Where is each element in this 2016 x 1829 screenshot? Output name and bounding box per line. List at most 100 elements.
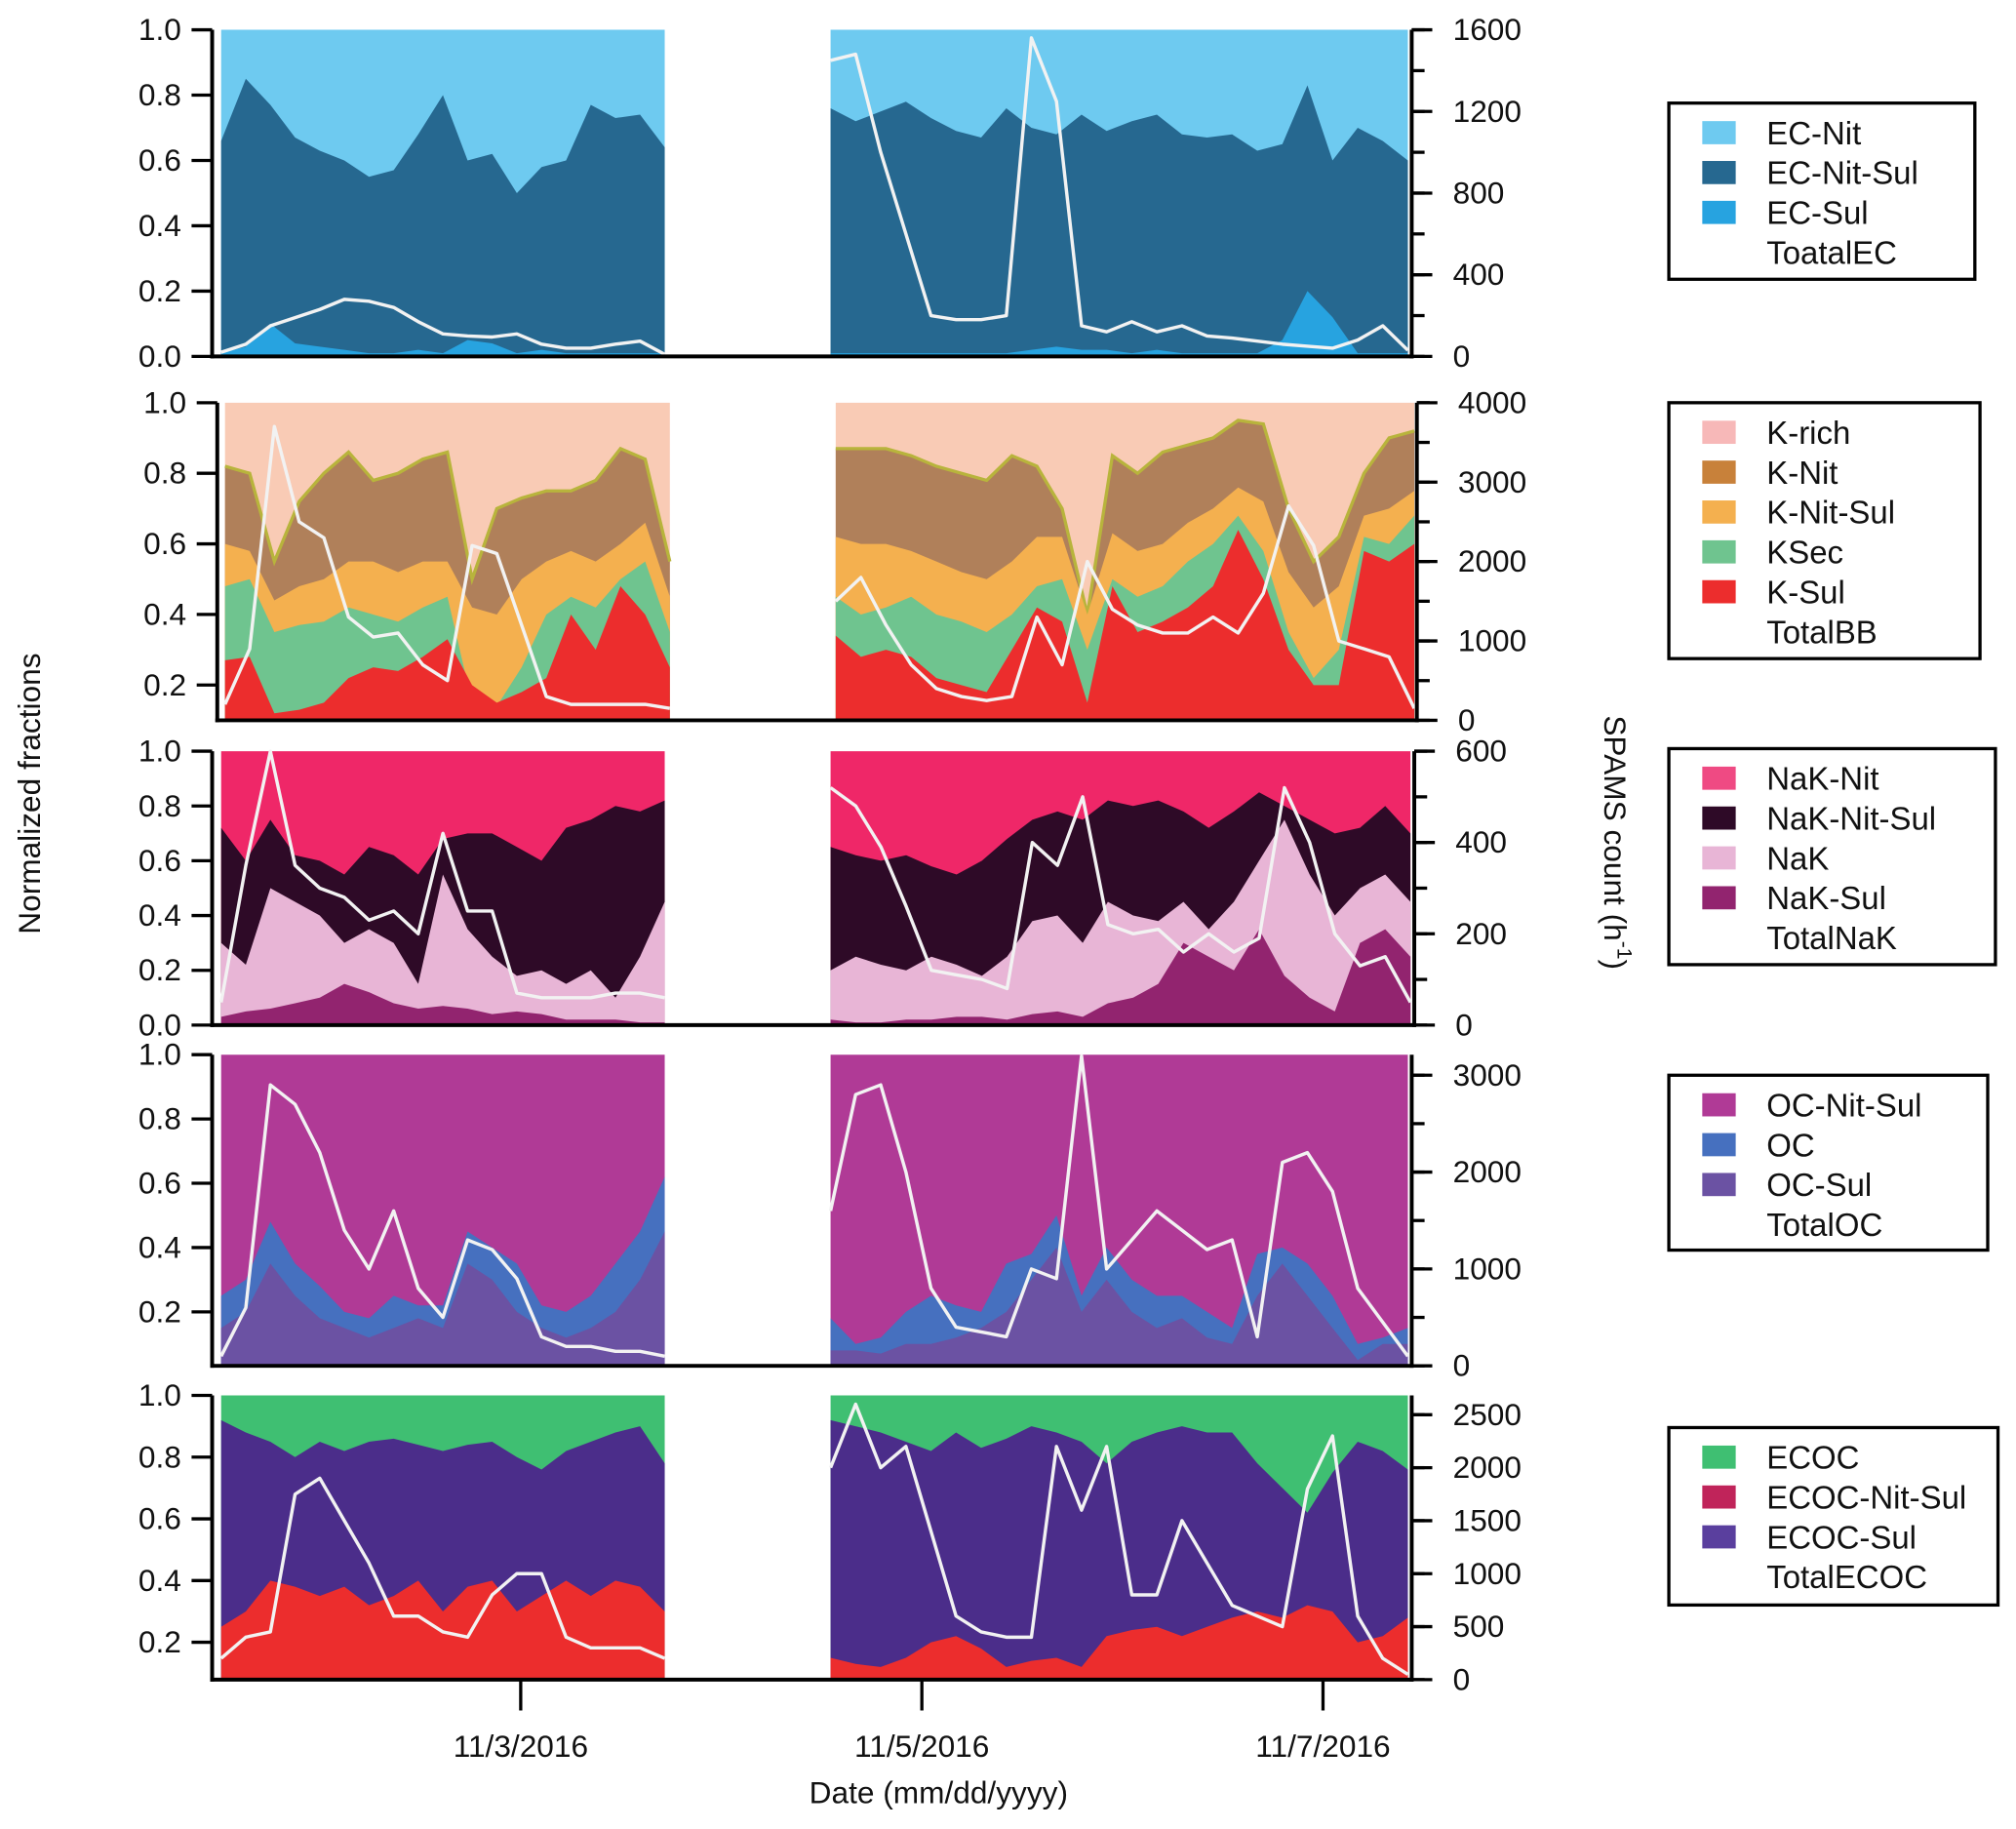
legend-label: OC bbox=[1766, 1127, 1814, 1163]
area-ec-nit-sul-seg1 bbox=[220, 78, 665, 357]
legend-swatch bbox=[1702, 766, 1736, 790]
legend-swatch bbox=[1702, 420, 1736, 445]
y2-tick-label: 400 bbox=[1455, 824, 1507, 859]
y2-label-sup: -1 bbox=[1612, 941, 1635, 960]
y-tick-label: 0.8 bbox=[138, 788, 181, 823]
y-tick-label: 0.2 bbox=[138, 952, 181, 987]
line-totaloc-seg2 bbox=[828, 1054, 1409, 1358]
y2-tick-label: 600 bbox=[1455, 734, 1507, 769]
legend-total-label: TotalBB bbox=[1766, 614, 1878, 650]
area-oc-sul-seg1 bbox=[220, 1231, 665, 1367]
y2-axis-label: SPAMS count (h-1) bbox=[1598, 715, 1635, 970]
line-toatalec-seg2 bbox=[830, 36, 1409, 352]
legend-swatch bbox=[1702, 500, 1736, 524]
panel-1: 0.0 0.2 0.4 0.6 0.8 1.0 0 400 800 1200 1600 bbox=[138, 12, 1522, 374]
y2-tick-label: 4000 bbox=[1458, 384, 1526, 419]
y-tick-label: 0.6 bbox=[138, 843, 181, 878]
y-tick-label: 0.6 bbox=[143, 526, 186, 561]
x-axis: 11/3/2016 11/5/2016 11/7/2016 bbox=[454, 1679, 1391, 1764]
y2-tick-label: 0 bbox=[1453, 1348, 1471, 1383]
y2-label-suffix: ) bbox=[1598, 959, 1633, 970]
y2-tick-label: 1000 bbox=[1453, 1251, 1522, 1286]
area-nak-sul-seg2 bbox=[830, 929, 1411, 1025]
y2-tick-label: 0 bbox=[1453, 338, 1471, 374]
legend-swatch bbox=[1702, 1173, 1736, 1197]
y2-tick-label: 0 bbox=[1458, 702, 1476, 737]
y-axis-label: Normalized fractions bbox=[12, 653, 47, 934]
y2-tick-label: 2000 bbox=[1458, 543, 1526, 578]
legend-swatch bbox=[1702, 1485, 1736, 1509]
legend-total-label: TotalNaK bbox=[1766, 920, 1897, 956]
legend-panel-4: OC-Nit-Sul OC OC-Sul TotalOC bbox=[1667, 1073, 1990, 1252]
legend-label: ECOC-Nit-Sul bbox=[1766, 1480, 1966, 1516]
y-tick-label: 0.8 bbox=[138, 1101, 181, 1136]
legend-label: K-Nit-Sul bbox=[1766, 495, 1895, 531]
line-totalnak-seg1 bbox=[219, 749, 665, 1003]
legend-total-label: TotalOC bbox=[1766, 1207, 1882, 1243]
legend-label: NaK-Sul bbox=[1766, 880, 1886, 916]
panels: 0.0 0.2 0.4 0.6 0.8 1.0 0 400 800 1200 1600 0.2 0.4 0… bbox=[138, 12, 1526, 1696]
legend-swatch bbox=[1702, 806, 1736, 830]
y-tick-label: 1.0 bbox=[138, 1037, 181, 1072]
y-tick-label: 0.2 bbox=[143, 667, 186, 702]
legend-label: OC-Nit-Sul bbox=[1766, 1087, 1921, 1123]
edge-k-nit-seg1 bbox=[224, 446, 672, 585]
y-tick-label: 0.6 bbox=[138, 1501, 181, 1536]
legend-swatch bbox=[1702, 1445, 1736, 1469]
y2-tick-label: 200 bbox=[1455, 916, 1507, 951]
y-tick-label: 0.0 bbox=[138, 338, 181, 374]
y2-tick-label: 2000 bbox=[1453, 1450, 1522, 1485]
x-tick-label: 11/7/2016 bbox=[1255, 1729, 1390, 1764]
legend-label: NaK-Nit bbox=[1766, 761, 1878, 797]
y-tick-label: 0.0 bbox=[138, 1007, 181, 1042]
legend-swatch bbox=[1702, 200, 1736, 224]
y2-tick-label: 1600 bbox=[1453, 12, 1522, 47]
legend-total-label: ToatalEC bbox=[1766, 234, 1897, 270]
y2-tick-label: 800 bbox=[1453, 176, 1505, 211]
line-toatalec-seg1 bbox=[220, 298, 666, 356]
legend-label: EC-Nit-Sul bbox=[1766, 155, 1918, 191]
legend-label: KSec bbox=[1766, 535, 1843, 571]
y2-tick-label: 1000 bbox=[1458, 623, 1526, 658]
area-oc-nit-sul-seg1 bbox=[220, 1054, 665, 1367]
y-tick-label: 0.8 bbox=[143, 456, 186, 491]
y-tick-label: 0.4 bbox=[138, 897, 181, 933]
y2-tick-label: 1000 bbox=[1453, 1556, 1522, 1591]
area-oc-sul-seg2 bbox=[830, 1247, 1408, 1367]
legend-label: NaK bbox=[1766, 840, 1829, 876]
y-tick-label: 0.4 bbox=[138, 208, 181, 243]
legend-swatch bbox=[1702, 579, 1736, 604]
y-tick-label: 0.6 bbox=[138, 142, 181, 178]
legend-label: K-Nit bbox=[1766, 455, 1838, 491]
line-totaloc-seg1 bbox=[219, 1083, 665, 1358]
y2-tick-label: 1200 bbox=[1453, 94, 1522, 129]
y-tick-label: 0.4 bbox=[138, 1563, 181, 1598]
legend-label: NaK-Nit-Sul bbox=[1766, 800, 1936, 836]
area-ec-nit-sul-seg2 bbox=[830, 85, 1408, 357]
panel-5: 0.2 0.4 0.6 0.8 1.0 0 500 1000 1500 2000 2500 bbox=[138, 1377, 1522, 1696]
legend-swatch bbox=[1702, 886, 1736, 910]
legend-swatch bbox=[1702, 1133, 1736, 1157]
area-ec-sul-seg1 bbox=[220, 323, 665, 357]
area-nak-seg1 bbox=[220, 874, 665, 1025]
line-totalbb-seg1 bbox=[223, 424, 671, 710]
y-tick-label: 0.2 bbox=[138, 1293, 181, 1329]
x-tick-label: 11/3/2016 bbox=[454, 1729, 588, 1764]
panel-2: 0.2 0.4 0.6 0.8 1.0 0 1000 2000 3000 4000 bbox=[143, 384, 1526, 737]
line-totalecoc-seg2 bbox=[828, 1402, 1409, 1676]
legend-label: ECOC bbox=[1766, 1440, 1859, 1476]
y-tick-label: 0.4 bbox=[143, 596, 186, 631]
legend-swatch bbox=[1702, 121, 1736, 144]
x-axis-label: Date (mm/dd/yyyy) bbox=[810, 1774, 1068, 1809]
legend-swatch bbox=[1702, 846, 1736, 870]
y2-tick-label: 3000 bbox=[1458, 464, 1526, 499]
y-tick-label: 0.2 bbox=[138, 273, 181, 308]
y2-tick-label: 3000 bbox=[1453, 1057, 1522, 1093]
y-tick-label: 1.0 bbox=[138, 1377, 181, 1412]
y2-tick-label: 400 bbox=[1453, 257, 1505, 292]
